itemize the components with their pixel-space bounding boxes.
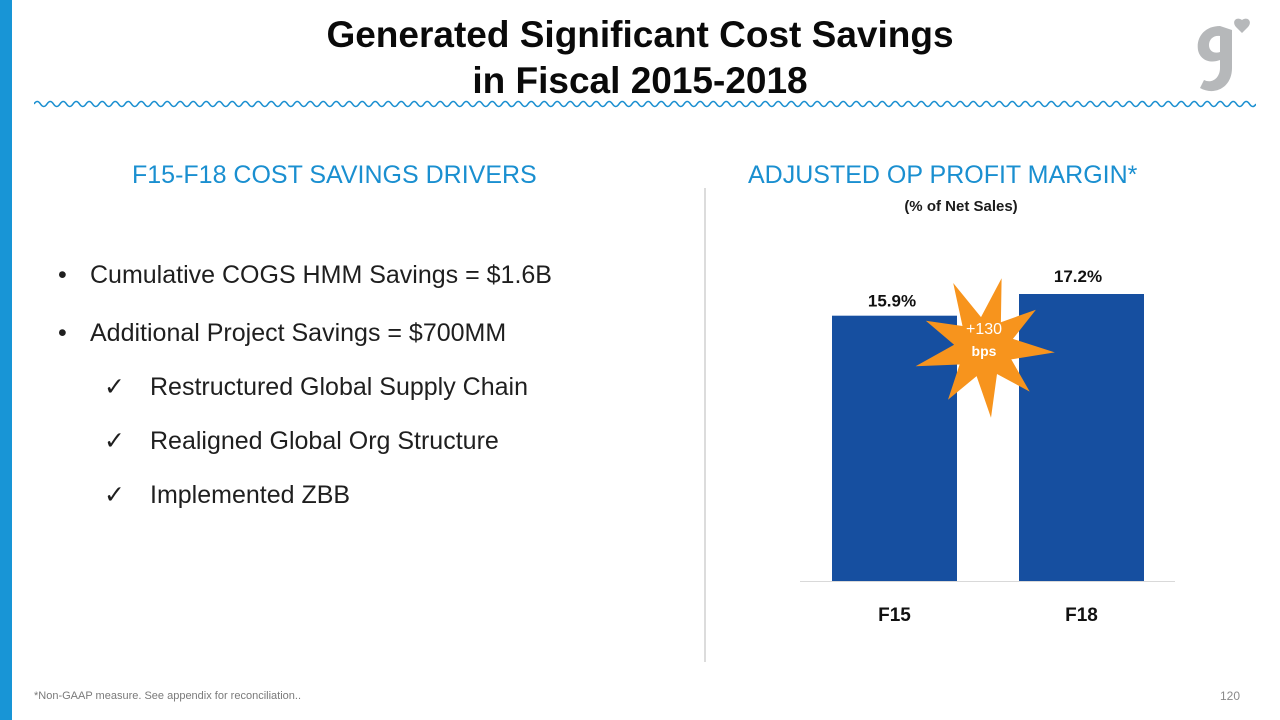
bullet-marker: •: [58, 261, 67, 289]
list-item: ✓ Implemented ZBB: [58, 478, 552, 512]
page-number: 120: [1220, 689, 1241, 703]
bullet-text: Additional Project Savings = $700MM: [90, 319, 507, 347]
list-item: ✓ Restructured Global Supply Chain: [58, 370, 552, 404]
op-margin-bar-chart: F15 F18 15.9% 17.2% +130 bps: [800, 267, 1175, 626]
footnote: *Non-GAAP measure. See appendix for reco…: [34, 690, 301, 702]
data-label-f15: 15.9%: [868, 292, 916, 311]
slide-title: Generated Significant Cost Savings in Fi…: [140, 12, 1140, 104]
bar-f18: [1019, 294, 1144, 581]
callout-unit: bps: [972, 343, 997, 359]
vertical-divider: [704, 188, 706, 662]
decorative-wave-divider: [34, 100, 1256, 108]
starburst-callout: [915, 278, 1055, 418]
checkmark-icon: ✓: [104, 372, 125, 401]
sub-item-text: Implemented ZBB: [150, 481, 351, 509]
general-mills-g-heart-icon: [1197, 18, 1250, 92]
cost-savings-drivers-heading: F15-F18 COST SAVINGS DRIVERS: [132, 161, 537, 189]
sub-item-text: Restructured Global Supply Chain: [150, 373, 528, 401]
slide-title-line-2: in Fiscal 2015-2018: [472, 60, 808, 101]
bullet-marker: •: [58, 319, 67, 347]
slide-title-line-1: Generated Significant Cost Savings: [326, 14, 954, 55]
list-item: • Additional Project Savings = $700MM: [58, 316, 552, 350]
op-profit-margin-heading: ADJUSTED OP PROFIT MARGIN*: [748, 161, 1138, 189]
list-item: ✓ Realigned Global Org Structure: [58, 424, 552, 458]
drivers-list: • Cumulative COGS HMM Savings = $1.6B • Ad…: [58, 258, 552, 532]
data-label-f18: 17.2%: [1054, 267, 1102, 286]
left-accent-bar: [0, 0, 12, 720]
bullet-text: Cumulative COGS HMM Savings = $1.6B: [90, 261, 552, 289]
list-item: • Cumulative COGS HMM Savings = $1.6B: [58, 258, 552, 292]
callout-value: +130: [966, 321, 1002, 338]
chart-subtitle: (% of Net Sales): [904, 198, 1018, 215]
x-tick-label: F15: [878, 605, 911, 626]
checkmark-icon: ✓: [104, 426, 125, 455]
sub-item-text: Realigned Global Org Structure: [150, 427, 499, 455]
x-tick-label: F18: [1065, 605, 1098, 626]
checkmark-icon: ✓: [104, 480, 125, 509]
